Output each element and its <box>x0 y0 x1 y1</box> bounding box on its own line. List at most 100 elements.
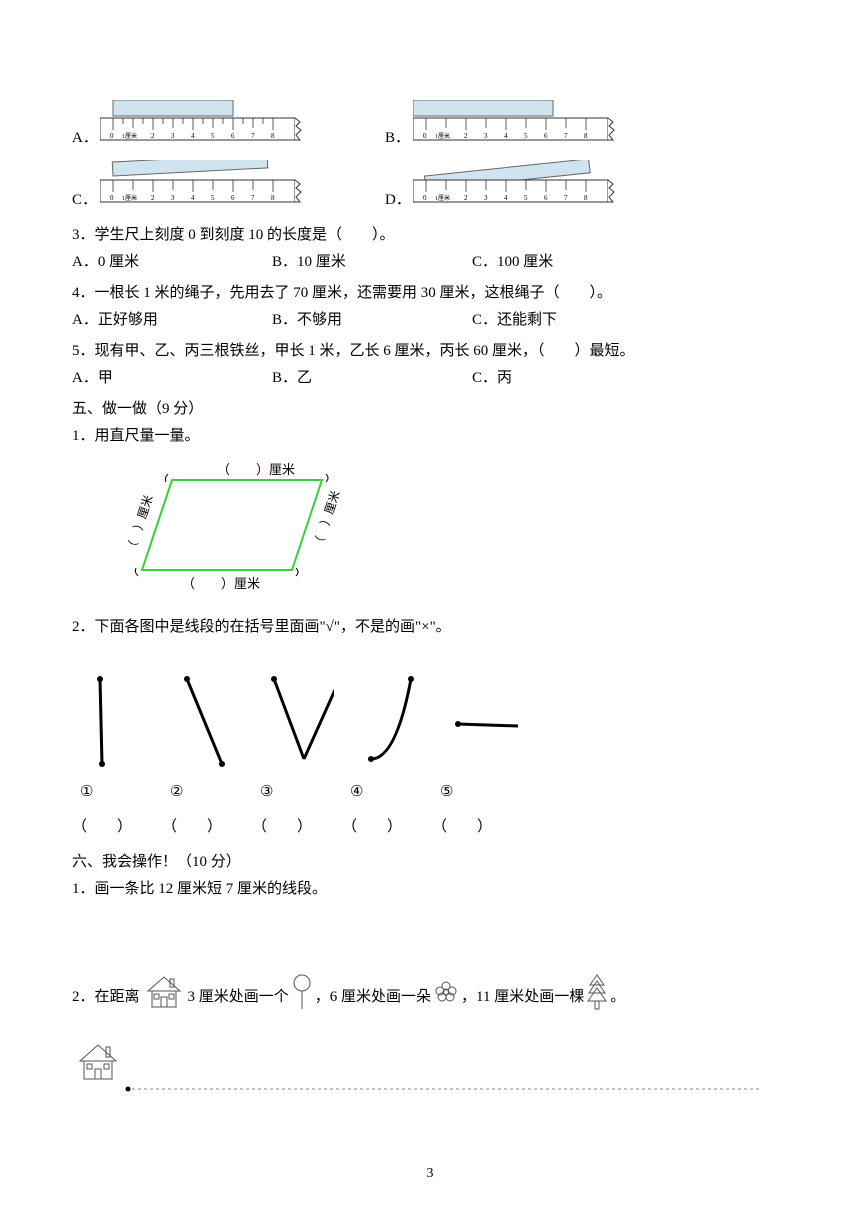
house-icon <box>142 973 186 1021</box>
q5-stem: 5．现有甲、乙、丙三根铁丝，甲长 1 米，乙长 6 厘米，丙长 60 厘米，（ … <box>72 338 788 365</box>
svg-text:2: 2 <box>464 194 468 202</box>
parallelogram-figure: （ ）厘米 （ ）厘米 （ ）厘米 （ ）厘米 <box>122 460 788 610</box>
segment-1 <box>80 669 150 769</box>
dashed-baseline <box>124 1085 764 1093</box>
svg-text:4: 4 <box>191 132 195 140</box>
opt-d-label: D． <box>385 187 413 214</box>
svg-text:6: 6 <box>544 132 548 140</box>
sec5-q1: 1．用直尺量一量。 <box>72 423 788 450</box>
svg-text:1厘米: 1厘米 <box>435 194 450 202</box>
svg-text:6: 6 <box>544 194 548 202</box>
svg-text:8: 8 <box>271 194 275 202</box>
svg-text:4: 4 <box>504 194 508 202</box>
svg-text:7: 7 <box>564 132 568 140</box>
svg-text:5: 5 <box>211 132 215 140</box>
q2-row-cd: C． 0 1厘米 2 3 4 5 6 7 8 D． <box>72 160 788 214</box>
svg-text:7: 7 <box>251 194 255 202</box>
q3-stem: 3．学生尺上刻度 0 到刻度 10 的长度是（ ）。 <box>72 222 788 249</box>
opt-c-label: C． <box>72 187 100 214</box>
opt-b-label: B． <box>385 125 413 152</box>
svg-text:4: 4 <box>191 194 195 202</box>
segment-5 <box>448 669 518 769</box>
q3-b: B．10 厘米 <box>272 249 472 276</box>
q2-text-d: ，11 厘米处画一棵 <box>461 984 584 1011</box>
svg-text:7: 7 <box>251 132 255 140</box>
sec5-title: 五、做一做（9 分） <box>72 396 788 423</box>
ruler-c: 01厘米 23 45 67 8 <box>100 160 305 214</box>
sec6-title: 六、我会操作！（10 分） <box>72 849 788 876</box>
svg-text:8: 8 <box>271 132 275 140</box>
sec6-q2: 2．在距离 3 厘米处画一个 ，6 厘米处画一朵 ，11 厘米处画一棵 <box>72 973 788 1021</box>
q2-row-ab: A． 0 1厘米 2 3 4 5 6 7 8 B． <box>72 100 788 152</box>
page-number: 3 <box>0 1161 860 1186</box>
flower-icon <box>433 979 459 1015</box>
q5-options: A．甲 B．乙 C．丙 <box>72 365 788 392</box>
paren-3: （ ） <box>252 814 342 841</box>
svg-text:0: 0 <box>423 194 427 202</box>
svg-text:8: 8 <box>584 194 588 202</box>
svg-text:6: 6 <box>231 132 235 140</box>
q2-text-c: ，6 厘米处画一朵 <box>315 984 431 1011</box>
svg-text:0: 0 <box>110 132 114 140</box>
svg-text:3: 3 <box>171 132 175 140</box>
num-2: ② <box>170 779 260 806</box>
svg-text:0: 0 <box>110 194 114 202</box>
house-baseline <box>72 1041 788 1093</box>
svg-text:2: 2 <box>151 132 155 140</box>
q4-b: B．不够用 <box>272 307 472 334</box>
ruler-a: 0 1厘米 2 3 4 5 6 7 8 <box>100 100 305 152</box>
balloon-icon <box>291 973 313 1021</box>
num-3: ③ <box>260 779 350 806</box>
num-5: ⑤ <box>440 779 530 806</box>
ruler-d: 0 1厘米 2 3 4 5 6 7 8 <box>413 160 618 214</box>
svg-text:1厘米: 1厘米 <box>122 132 137 140</box>
svg-text:3: 3 <box>484 132 488 140</box>
q4-c: C．还能剩下 <box>472 307 557 334</box>
cm-bottom-label: （ ）厘米 <box>182 576 260 591</box>
svg-text:5: 5 <box>211 194 215 202</box>
q5-a: A．甲 <box>72 365 272 392</box>
num-1: ① <box>80 779 170 806</box>
house-icon-2 <box>74 1041 122 1093</box>
svg-text:2: 2 <box>151 194 155 202</box>
svg-text:1厘米: 1厘米 <box>435 132 450 140</box>
sec6-q1: 1．画一条比 12 厘米短 7 厘米的线段。 <box>72 876 788 903</box>
paren-5: （ ） <box>432 814 522 841</box>
svg-text:3: 3 <box>171 194 175 202</box>
q3-c: C．100 厘米 <box>472 249 553 276</box>
sec5-q2: 2．下面各图中是线段的在括号里面画"√"，不是的画"×"。 <box>72 614 788 641</box>
svg-text:1厘米: 1厘米 <box>122 194 137 202</box>
q5-c: C．丙 <box>472 365 512 392</box>
svg-text:7: 7 <box>564 194 568 202</box>
segments-figure <box>80 659 788 769</box>
svg-text:8: 8 <box>584 132 588 140</box>
blank-space <box>72 903 788 973</box>
segment-2 <box>172 669 242 769</box>
q2-text-b: 3 厘米处画一个 <box>188 984 289 1011</box>
q2-text-e: 。 <box>610 984 625 1011</box>
segment-numbers: ① ② ③ ④ ⑤ <box>80 779 788 806</box>
segment-parens: （ ） （ ） （ ） （ ） （ ） <box>72 814 788 841</box>
q4-stem: 4．一根长 1 米的绳子，先用去了 70 厘米，还需要用 30 厘米，这根绳子（… <box>72 280 788 307</box>
q2-text-a: 2．在距离 <box>72 984 140 1011</box>
cm-top-label: （ ）厘米 <box>217 462 295 477</box>
opt-a-label: A． <box>72 125 100 152</box>
q5-b: B．乙 <box>272 365 472 392</box>
svg-text:2: 2 <box>464 132 468 140</box>
tree-icon <box>586 973 608 1021</box>
q3-options: A．0 厘米 B．10 厘米 C．100 厘米 <box>72 249 788 276</box>
segment-4 <box>356 669 426 769</box>
svg-text:0: 0 <box>423 132 427 140</box>
num-4: ④ <box>350 779 440 806</box>
paren-4: （ ） <box>342 814 432 841</box>
q4-a: A．正好够用 <box>72 307 272 334</box>
ruler-b: 01厘米 23 45 67 8 <box>413 100 618 152</box>
segment-3 <box>264 669 334 769</box>
q4-options: A．正好够用 B．不够用 C．还能剩下 <box>72 307 788 334</box>
svg-text:5: 5 <box>524 132 528 140</box>
svg-text:3: 3 <box>484 194 488 202</box>
paren-2: （ ） <box>162 814 252 841</box>
q3-a: A．0 厘米 <box>72 249 272 276</box>
paren-1: （ ） <box>72 814 162 841</box>
svg-text:5: 5 <box>524 194 528 202</box>
